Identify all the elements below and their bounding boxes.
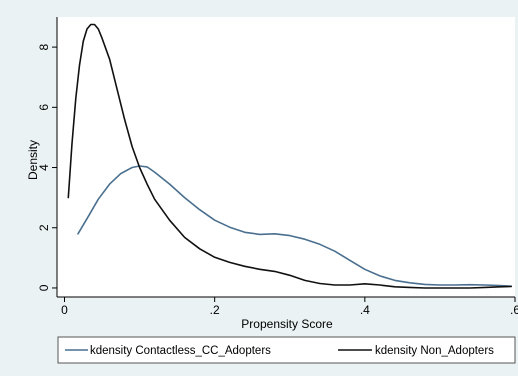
x-axis-label: Propensity Score <box>241 317 333 331</box>
legend: kdensity Contactless_CC_Adopters kdensit… <box>57 336 516 364</box>
legend-label-non-adopters: kdensity Non_Adopters <box>375 345 494 357</box>
y-tick-label-1: 2 <box>37 224 51 231</box>
y-tick-label-4: 8 <box>37 43 51 50</box>
series-line-1 <box>67 23 512 289</box>
series-line-0 <box>77 165 512 287</box>
y-axis-label: Density <box>26 140 40 180</box>
x-tick-label-2: .4 <box>360 303 370 317</box>
series-layer <box>67 23 512 289</box>
plot-area <box>57 17 515 297</box>
x-ticks: 0 .2 .4 .6 <box>61 297 518 317</box>
legend-box <box>57 336 516 364</box>
x-tick-label-3: .6 <box>510 303 518 317</box>
x-tick-label-1: .2 <box>210 303 220 317</box>
y-tick-label-2: 4 <box>37 164 51 171</box>
x-tick-label-0: 0 <box>61 303 68 317</box>
y-tick-label-3: 6 <box>37 104 51 111</box>
y-tick-label-0: 0 <box>37 284 51 291</box>
legend-label-adopters: kdensity Contactless_CC_Adopters <box>90 345 271 357</box>
y-ticks: 0 2 4 6 8 <box>37 43 57 291</box>
